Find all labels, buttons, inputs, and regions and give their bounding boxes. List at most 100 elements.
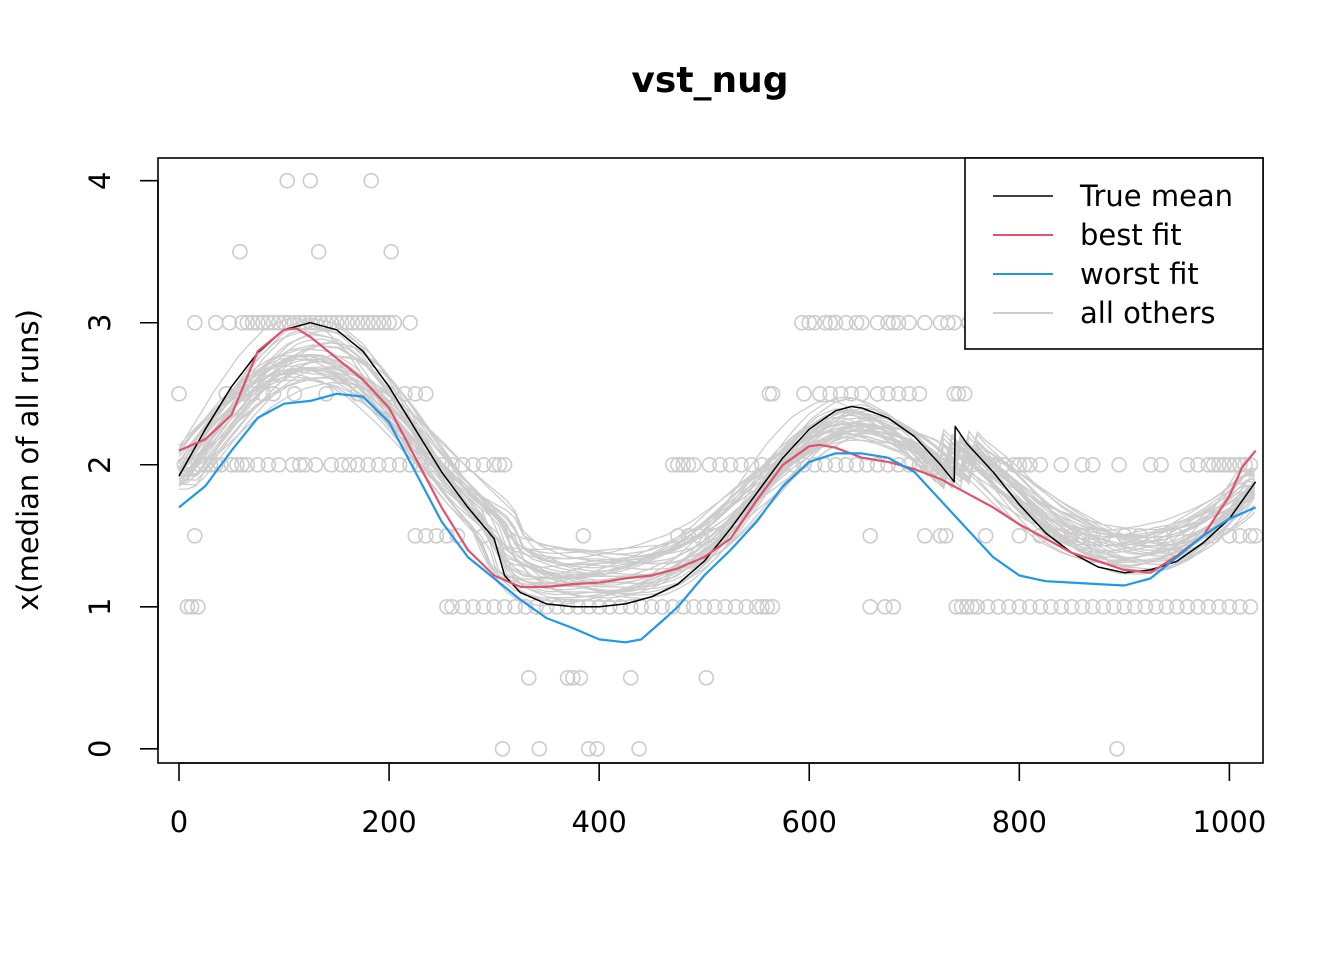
data-point (869, 456, 886, 473)
data-point (197, 456, 214, 473)
data-point (901, 314, 917, 331)
other-fit-line (178, 369, 1256, 555)
data-point (1190, 598, 1206, 615)
data-point (880, 314, 896, 331)
data-point (670, 527, 686, 544)
data-point (1053, 527, 1070, 544)
y-tick-label: 0 (83, 740, 117, 758)
data-point (1205, 456, 1222, 473)
data-point (244, 314, 261, 331)
data-point (796, 456, 812, 473)
data-point (239, 456, 256, 473)
data-point (622, 598, 639, 615)
data-point (323, 314, 340, 331)
data-point (1242, 527, 1259, 544)
data-point (255, 314, 271, 331)
data-point (190, 598, 206, 615)
other-fit-line (178, 373, 1255, 577)
data-point (234, 314, 250, 331)
data-point (234, 456, 250, 473)
x-tick-label: 200 (361, 805, 416, 839)
data-point (722, 456, 739, 473)
data-point (1127, 598, 1143, 615)
data-point (1179, 456, 1196, 473)
data-point (794, 314, 810, 331)
other-fit-line (178, 334, 1256, 595)
data-point (940, 314, 956, 331)
data-point (402, 456, 418, 473)
data-point (1074, 598, 1091, 615)
data-point (302, 314, 319, 331)
data-point (279, 172, 296, 189)
data-point (1179, 598, 1196, 615)
data-point (1226, 456, 1243, 473)
legend-label: best fit (1080, 218, 1182, 252)
y-tick-label: 2 (83, 456, 117, 474)
data-point (1022, 456, 1038, 473)
data-point (363, 172, 380, 189)
data-point (486, 456, 502, 473)
data-point (297, 456, 313, 473)
other-fit-line (178, 355, 1256, 593)
data-point (1221, 527, 1238, 544)
data-point (360, 456, 376, 473)
data-point (622, 669, 639, 686)
data-point (848, 456, 865, 473)
y-tick-label: 4 (83, 171, 117, 189)
data-point (932, 456, 949, 473)
data-point (691, 527, 707, 544)
data-point (1116, 598, 1133, 615)
data-point (538, 598, 555, 615)
data-point (407, 385, 424, 402)
data-point (890, 385, 907, 402)
data-point (412, 456, 429, 473)
data-point (454, 598, 471, 615)
data-point (869, 385, 886, 402)
data-point (1074, 527, 1091, 544)
data-point (706, 527, 723, 544)
data-point (179, 598, 196, 615)
data-point (1142, 456, 1159, 473)
data-point (1053, 456, 1070, 473)
data-point (950, 385, 967, 402)
data-point (995, 456, 1012, 473)
data-point (698, 669, 715, 686)
data-point (249, 456, 266, 473)
data-point (1109, 740, 1125, 757)
data-point (520, 669, 537, 686)
data-point (1169, 598, 1185, 615)
data-point (402, 314, 418, 331)
data-point (1200, 598, 1217, 615)
data-point (712, 456, 728, 473)
data-point (572, 669, 589, 686)
data-point (318, 314, 334, 331)
data-point (1216, 456, 1232, 473)
data-point (407, 527, 424, 544)
data-point (743, 456, 760, 473)
data-point (1022, 598, 1038, 615)
data-point (801, 314, 818, 331)
data-point (375, 314, 392, 331)
data-point (417, 385, 434, 402)
data-point (1221, 598, 1238, 615)
data-point (192, 456, 208, 473)
data-point (1064, 527, 1080, 544)
data-point (370, 456, 387, 473)
data-point (349, 456, 366, 473)
data-point (291, 456, 308, 473)
data-point (911, 385, 928, 402)
data-point (796, 385, 812, 402)
data-point (956, 385, 973, 402)
data-point (1032, 456, 1049, 473)
data-point (733, 456, 749, 473)
data-point (1032, 527, 1049, 544)
data-point (680, 456, 697, 473)
data-point (869, 314, 886, 331)
data-point (1011, 598, 1028, 615)
data-point (664, 598, 681, 615)
data-point (232, 243, 248, 260)
data-point (948, 598, 965, 615)
data-point (685, 598, 702, 615)
series-line-best-fit (178, 327, 1257, 588)
other-fit-line (178, 355, 1256, 578)
